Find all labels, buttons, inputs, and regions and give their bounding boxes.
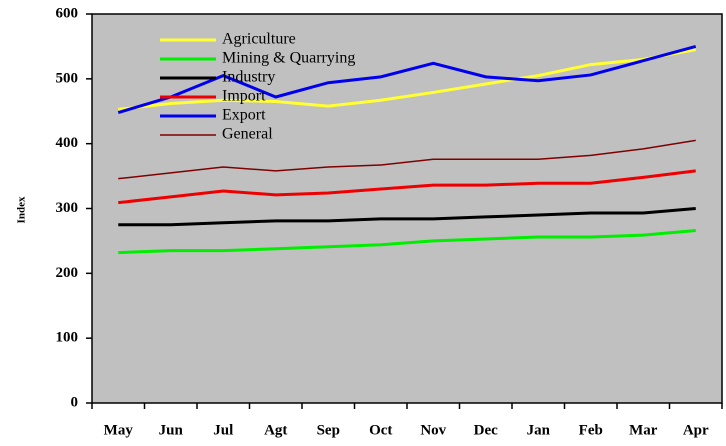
x-tick-label: Mar [629,422,658,438]
x-tick-label: Jun [159,422,184,438]
x-tick-label: Apr [683,422,709,438]
x-tick-label: Oct [369,422,392,438]
x-tick-label: Agt [264,422,287,438]
legend-label: Export [222,107,266,124]
series-line [118,169,696,205]
legend-label: General [222,126,273,143]
legend-label: Mining & Quarrying [222,50,355,67]
plot-area [91,13,723,404]
legend-label: Import [222,88,266,105]
series-line [118,207,696,227]
y-tick-label: 100 [56,330,79,346]
y-tick-label: 400 [56,135,79,151]
x-tick-label: May [104,422,134,438]
series-line [118,229,696,255]
x-tick-label: Dec [474,422,498,438]
x-tick-label: Jan [527,422,551,438]
series-line [118,139,696,180]
y-tick-label: 600 [56,5,79,21]
y-tick-label: 200 [56,265,79,281]
legend-label: Industry [222,69,275,86]
y-tick-label: 500 [56,70,79,86]
x-tick-label: Nov [420,422,446,438]
y-tick-label: 0 [71,394,79,410]
series-line [118,48,697,111]
y-tick-label: 300 [56,200,79,216]
x-tick-label: Feb [579,422,603,438]
y-axis-label: Index [16,196,28,223]
x-tick-label: Sep [317,422,340,438]
legend-label: Agriculture [222,31,296,48]
x-tick-label: Jul [213,422,233,438]
